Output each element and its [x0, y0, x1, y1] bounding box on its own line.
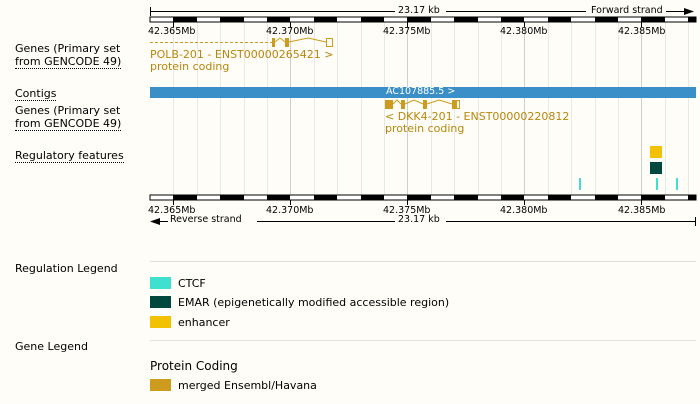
genes-fwd-track-label[interactable]: Genes (Primary set from GENCODE 49) [15, 42, 122, 69]
top-ruler [149, 16, 697, 27]
bottom-ruler [149, 194, 697, 205]
top-tick-label: 42.380Mb [500, 26, 548, 37]
dkk4-gene-name[interactable]: < DKK4-201 - ENST00000220812 [385, 110, 570, 123]
regulatory-track-label[interactable]: Regulatory features [15, 149, 124, 163]
emar-swatch [150, 296, 171, 308]
contigs-track-label[interactable]: Contigs [15, 87, 57, 101]
bottom-span-bar [150, 217, 696, 226]
genes-rev-track-label[interactable]: Genes (Primary set from GENCODE 49) [15, 104, 122, 131]
ctcf-feature[interactable] [579, 178, 581, 190]
bottom-tick-label: 42.385Mb [618, 205, 666, 216]
bottom-tick-label: 42.375Mb [383, 205, 431, 216]
bottom-span-label: 23.17 kb [398, 214, 440, 225]
bottom-tick-label: 42.380Mb [500, 205, 548, 216]
enhancer-swatch [150, 316, 171, 328]
top-tick-label: 42.365Mb [148, 26, 196, 37]
forward-arrow-icon [684, 8, 694, 15]
contig-name[interactable]: AC107885.5 > [386, 86, 456, 97]
polb-gene-biotype: protein coding [150, 60, 230, 73]
top-tick-label: 42.385Mb [618, 26, 666, 37]
ctcf-swatch [150, 277, 171, 289]
top-tick-label: 42.375Mb [383, 26, 431, 37]
regulation-legend-title: Regulation Legend [15, 262, 118, 275]
ctcf-legend-label: CTCF [178, 277, 206, 290]
reverse-strand-label: Reverse strand [170, 214, 242, 225]
regulatory-features[interactable] [579, 146, 678, 190]
grid-lines [173, 20, 689, 197]
gene-legend-title: Gene Legend [15, 340, 88, 353]
ctcf-feature[interactable] [656, 178, 658, 190]
dkk4-gene-biotype: protein coding [385, 122, 465, 135]
enhancer-feature[interactable] [650, 146, 662, 158]
top-span-label: 23.17 kb [398, 5, 440, 16]
bottom-tick-label: 42.365Mb [148, 205, 196, 216]
polb-gene-name[interactable]: POLB-201 - ENST00000265421 > [150, 48, 334, 61]
top-span-bar [150, 7, 694, 16]
protein-coding-heading: Protein Coding [150, 359, 238, 373]
merged-ensembl-havana-label: merged Ensembl/Havana [178, 379, 317, 392]
polb-gene-model[interactable] [150, 37, 333, 47]
contig-bar[interactable] [150, 87, 696, 98]
emar-feature[interactable] [650, 162, 662, 174]
forward-strand-label: Forward strand [591, 5, 663, 16]
emar-legend-label: EMAR (epigenetically modified accessible… [178, 296, 450, 309]
merged-ensembl-havana-swatch [150, 379, 171, 391]
major-grid-lines [290, 20, 642, 197]
dkk4-gene-model[interactable] [385, 99, 460, 109]
enhancer-legend-label: enhancer [178, 316, 230, 329]
reverse-arrow-icon [150, 218, 160, 225]
ctcf-feature[interactable] [676, 178, 678, 190]
top-tick-label: 42.370Mb [266, 26, 314, 37]
bottom-tick-label: 42.370Mb [266, 205, 314, 216]
